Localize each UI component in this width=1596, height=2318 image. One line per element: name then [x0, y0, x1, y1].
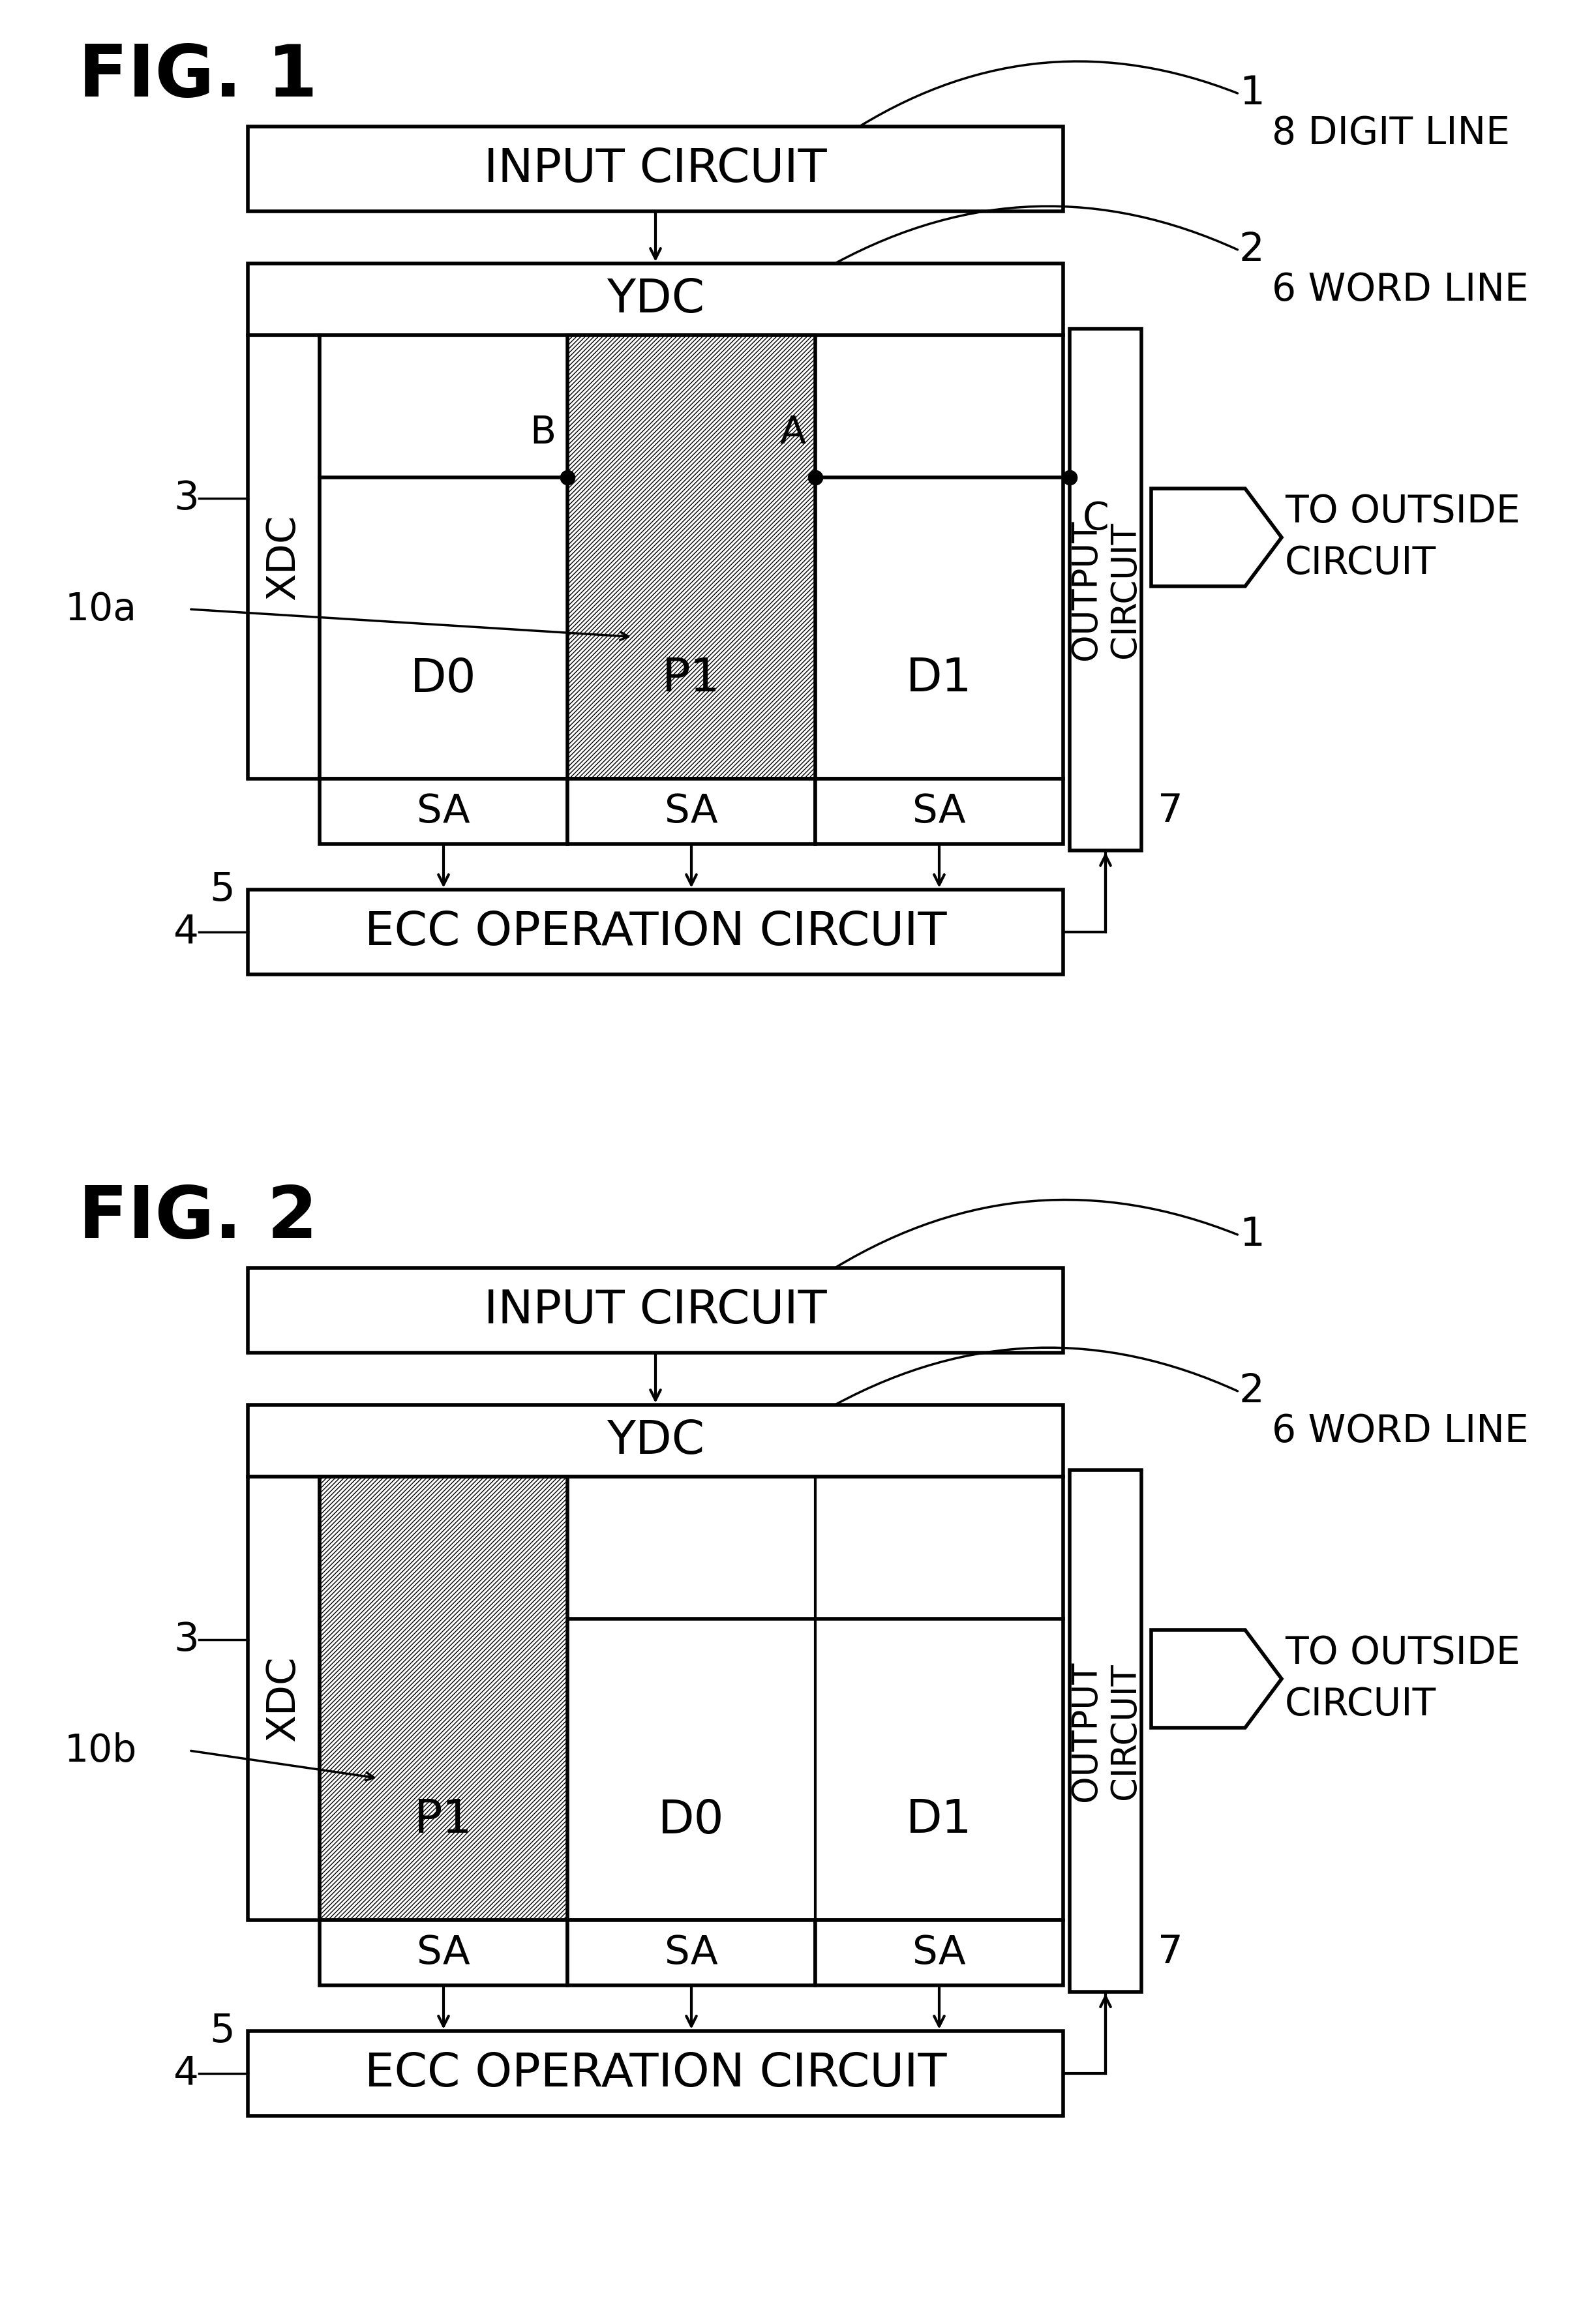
Text: TO OUTSIDE
CIRCUIT: TO OUTSIDE CIRCUIT	[1285, 494, 1519, 582]
Bar	[319, 1919, 568, 1984]
Polygon shape	[1151, 1630, 1282, 1727]
Text: 10b: 10b	[64, 1732, 137, 1769]
Text: 8 DIGIT LINE: 8 DIGIT LINE	[1272, 114, 1510, 151]
Text: SA: SA	[417, 793, 471, 830]
Text: 6 WORD LINE: 6 WORD LINE	[1272, 1412, 1529, 1449]
Text: XDC: XDC	[265, 515, 303, 600]
Text: 4: 4	[174, 913, 200, 950]
Text: XDC: XDC	[265, 1655, 303, 1741]
Text: 5: 5	[209, 2012, 235, 2049]
Text: 3: 3	[174, 480, 200, 517]
Bar	[1069, 1470, 1141, 1991]
Text: A: A	[779, 415, 806, 452]
Bar	[568, 779, 816, 844]
Bar	[247, 890, 1063, 974]
Bar	[816, 1919, 1063, 1984]
Bar	[247, 127, 1063, 211]
Text: 1: 1	[1238, 1217, 1264, 1254]
Bar	[1069, 329, 1141, 851]
Text: P1: P1	[415, 1799, 472, 1843]
Text: D1: D1	[907, 1799, 972, 1843]
Text: YDC: YDC	[606, 276, 704, 322]
Text: 3: 3	[174, 1620, 200, 1660]
Text: 10a: 10a	[65, 591, 137, 628]
Text: 7: 7	[1157, 793, 1183, 830]
Text: C: C	[1082, 501, 1109, 538]
Text: 7: 7	[1157, 1933, 1183, 1973]
Text: OUTPUT
CIRCUIT: OUTPUT CIRCUIT	[1069, 1660, 1143, 1801]
Bar	[247, 1477, 319, 1919]
Text: 6 WORD LINE: 6 WORD LINE	[1272, 271, 1529, 308]
Bar	[247, 1268, 1063, 1354]
Text: SA: SA	[913, 793, 966, 830]
Text: P1: P1	[662, 656, 720, 702]
Bar	[319, 1477, 1063, 1919]
Bar	[319, 779, 568, 844]
Text: FIG. 2: FIG. 2	[78, 1182, 318, 1254]
Text: 2: 2	[1238, 1372, 1264, 1412]
Text: OUTPUT
CIRCUIT: OUTPUT CIRCUIT	[1069, 519, 1143, 661]
Text: YDC: YDC	[606, 1419, 704, 1463]
Bar	[568, 1919, 816, 1984]
Text: SA: SA	[664, 1933, 718, 1973]
Bar	[319, 1477, 568, 1919]
Bar	[247, 2031, 1063, 2116]
Text: 2: 2	[1238, 232, 1264, 269]
Text: 5: 5	[209, 869, 235, 909]
Text: D0: D0	[410, 656, 477, 702]
Bar	[568, 336, 816, 779]
Text: TO OUTSIDE
CIRCUIT: TO OUTSIDE CIRCUIT	[1285, 1634, 1519, 1722]
Text: D0: D0	[658, 1799, 725, 1843]
Bar	[247, 264, 1063, 336]
Text: INPUT CIRCUIT: INPUT CIRCUIT	[484, 146, 827, 192]
Text: 4: 4	[174, 2054, 200, 2093]
Polygon shape	[1151, 489, 1282, 586]
Bar	[247, 336, 319, 779]
Text: INPUT CIRCUIT: INPUT CIRCUIT	[484, 1289, 827, 1333]
Text: D1: D1	[907, 656, 972, 702]
Text: SA: SA	[913, 1933, 966, 1973]
Text: 1: 1	[1238, 74, 1264, 114]
Text: ECC OPERATION CIRCUIT: ECC OPERATION CIRCUIT	[364, 909, 946, 955]
Bar	[247, 1405, 1063, 1477]
Text: SA: SA	[664, 793, 718, 830]
Text: ECC OPERATION CIRCUIT: ECC OPERATION CIRCUIT	[364, 2051, 946, 2095]
Bar	[319, 336, 1063, 779]
Text: B: B	[530, 415, 555, 452]
Text: SA: SA	[417, 1933, 471, 1973]
Bar	[816, 779, 1063, 844]
Text: FIG. 1: FIG. 1	[78, 42, 318, 111]
